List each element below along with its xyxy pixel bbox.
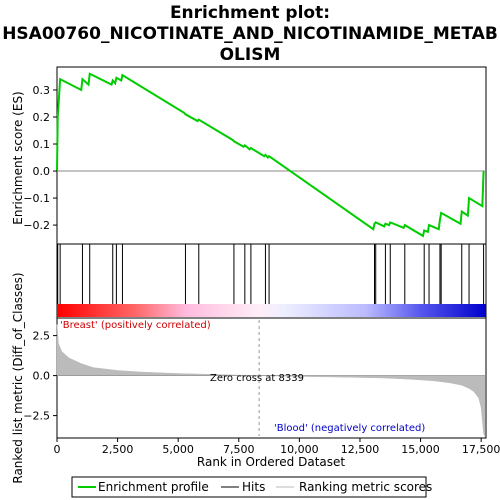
- chart-title-line-3: OLISM: [220, 45, 281, 65]
- metric-y-axis-label: Ranked list metric (Diff_of_Classes): [11, 272, 25, 483]
- es-y-tick-label: −0.2: [23, 219, 50, 232]
- es-y-tick-label: −0.1: [23, 192, 50, 205]
- metric-y-tick-label: 2.5: [33, 330, 51, 343]
- zero-cross-label: Zero cross at 8339: [210, 373, 304, 384]
- chart-title-line-2: HSA00760_NICOTINATE_AND_NICOTINAMIDE_MET…: [2, 24, 498, 44]
- x-axis-label: Rank in Ordered Dataset: [197, 455, 345, 469]
- es-y-tick-label: 0.2: [33, 111, 51, 124]
- metric-y-tick-label: 0.0: [33, 370, 51, 383]
- rank-gradient-bar: [57, 304, 486, 317]
- es-profile-line: [56, 72, 485, 238]
- x-tick-label: 15,000: [401, 443, 440, 456]
- metric-y-tick-label: −2.5: [23, 410, 50, 423]
- metric-area: [56, 324, 486, 437]
- legend-metric-label: Ranking metric scores: [299, 480, 432, 494]
- x-tick-label: 0: [54, 443, 61, 456]
- es-y-tick-label: 0.1: [33, 138, 51, 151]
- chart-title-line-1: Enrichment plot:: [170, 3, 330, 23]
- es-y-tick-label: 0.3: [33, 84, 51, 97]
- hit-lines-group: [57, 244, 485, 304]
- positive-class-label: 'Breast' (positively correlated): [60, 320, 211, 331]
- legend-profile-label: Enrichment profile: [98, 480, 209, 494]
- es-panel-frame: [56, 66, 487, 245]
- x-tick-label: 2,500: [102, 443, 134, 456]
- x-tick-label: 5,000: [162, 443, 194, 456]
- es-y-axis-label: Enrichment score (ES): [11, 91, 25, 224]
- x-tick-label: 12,500: [341, 443, 380, 456]
- es-y-tick-label: 0.0: [33, 165, 51, 178]
- legend-box: [71, 476, 427, 498]
- es-profile-group: [56, 72, 485, 238]
- x-tick-label: 10,000: [280, 443, 319, 456]
- metric-area-group: [56, 324, 486, 437]
- negative-class-label: 'Blood' (negatively correlated): [274, 423, 425, 434]
- metric-panel-frame: [56, 317, 487, 439]
- x-tick-label: 17,500: [462, 443, 500, 456]
- legend-hits-label: Hits: [242, 480, 265, 494]
- axis-ticks-group: 0 2,500 5,000 7,500 10,000 12,500 15,000 17,500…: [23, 84, 500, 456]
- x-tick-label: 7,500: [223, 443, 255, 456]
